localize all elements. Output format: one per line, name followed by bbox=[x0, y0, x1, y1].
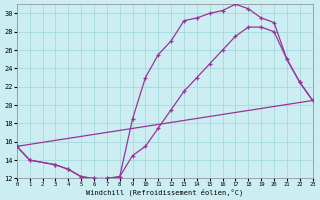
X-axis label: Windchill (Refroidissement éolien,°C): Windchill (Refroidissement éolien,°C) bbox=[86, 188, 243, 196]
